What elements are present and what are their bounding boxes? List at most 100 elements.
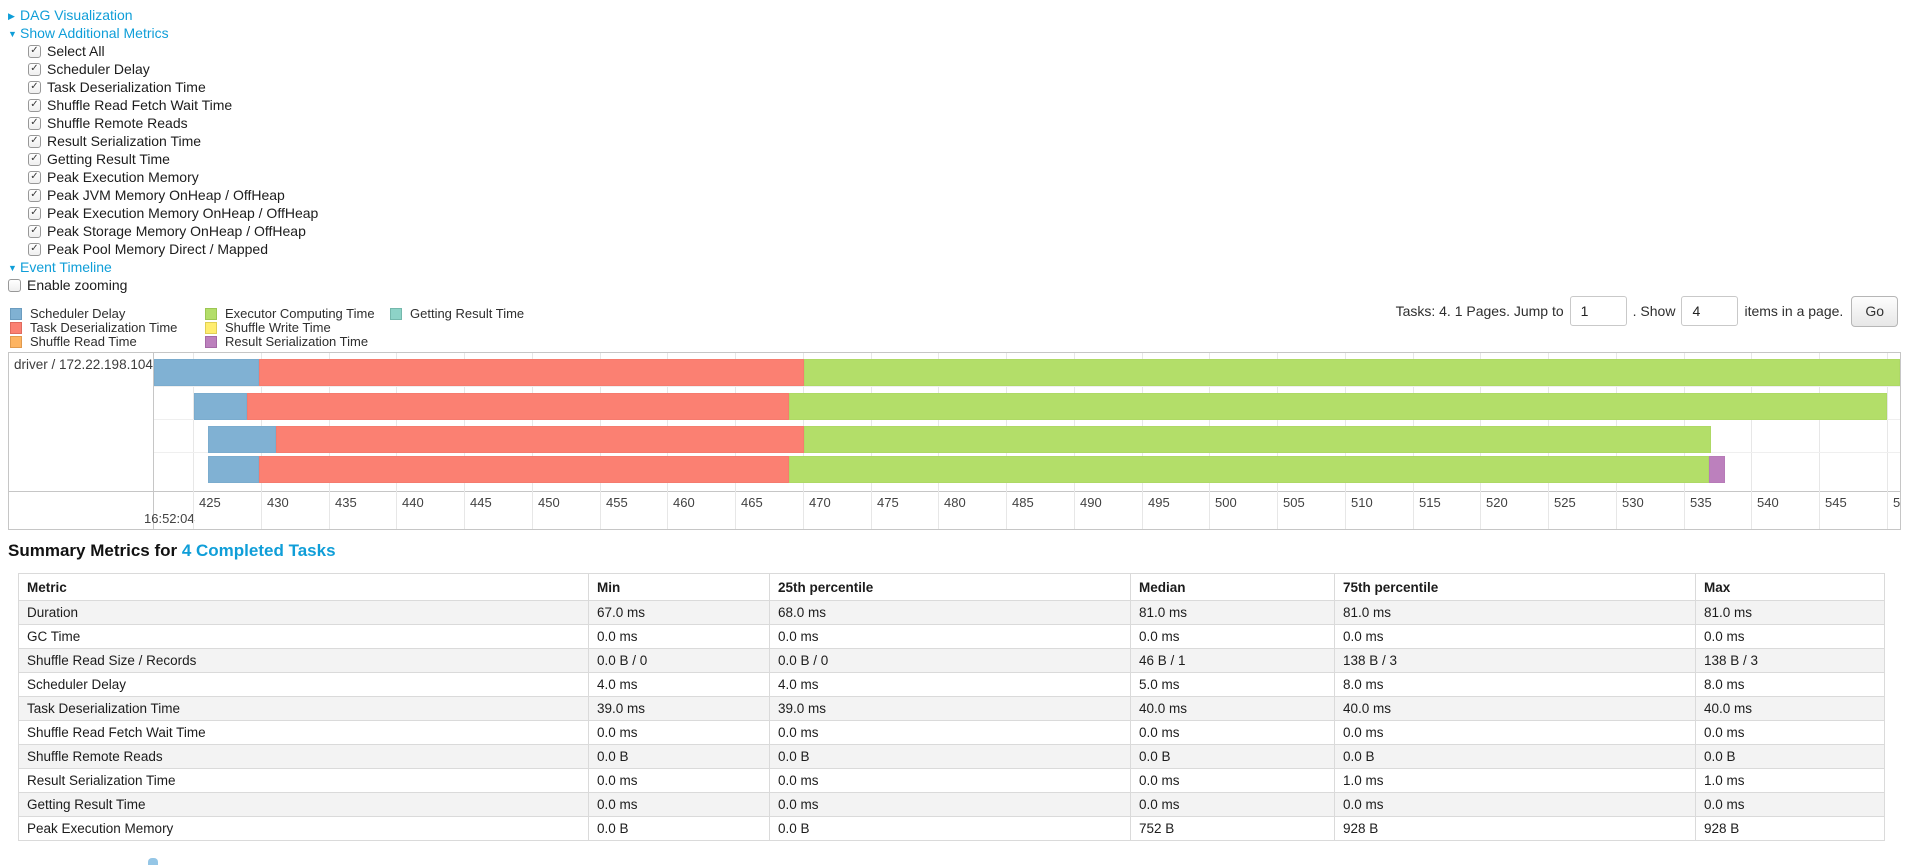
metric-value-cell: 81.0 ms (1130, 600, 1335, 625)
x-tick-label: 455 (606, 495, 628, 510)
metric-checkbox[interactable]: ✓ (28, 224, 41, 238)
metric-value-cell: 0.0 ms (588, 720, 770, 745)
metric-checkbox[interactable]: ✓ (28, 188, 41, 202)
summary-table-row: Shuffle Read Size / Records 0.0 B / 0 0.0 … (18, 648, 1885, 673)
x-gridline (1751, 353, 1752, 529)
legend-label: Task Deserialization Time (30, 320, 178, 335)
metric-checkbox-label: Peak Execution Memory (47, 169, 199, 185)
completed-tasks-link[interactable]: 4 Completed Tasks (181, 541, 336, 560)
event-timeline-toggle[interactable]: ▼ Event Timeline (8, 258, 318, 276)
x-tick-label: 545 (1825, 495, 1847, 510)
items-per-page-input[interactable] (1681, 296, 1739, 326)
metric-value-cell: 4.0 ms (588, 672, 770, 697)
legend-swatch-icon (390, 307, 402, 320)
metric-checkbox[interactable]: ✓ (28, 242, 41, 256)
metric-checkbox-label: Task Deserialization Time (47, 79, 206, 95)
event-timeline-plot: driver / 172.22.198.104 16:52:04 425 430 4… (9, 353, 1900, 529)
metric-value-cell: 0.0 ms (1695, 720, 1885, 745)
x-axis-line (9, 491, 1900, 492)
legend-entry: Task Deserialization Time (10, 320, 178, 335)
jump-to-page-input[interactable] (1569, 296, 1627, 326)
metric-value-cell: 67.0 ms (588, 600, 770, 625)
metric-checkbox[interactable]: ✓ (28, 44, 41, 58)
metric-value-cell: 0.0 ms (588, 792, 770, 817)
summary-table-row: Task Deserialization Time 39.0 ms 39.0 ms 4… (18, 696, 1885, 721)
metric-name-cell: Shuffle Remote Reads (18, 744, 589, 769)
legend-label: Scheduler Delay (30, 306, 126, 321)
legend-label: Executor Computing Time (225, 306, 375, 321)
task-bar-segment-result-serialization (1709, 456, 1726, 483)
enable-zooming-checkbox[interactable] (8, 278, 21, 292)
legend-label: Shuffle Write Time (225, 320, 331, 335)
task-bar-segment-scheduler-delay (194, 393, 248, 420)
metric-checkbox[interactable]: ✓ (28, 134, 41, 148)
summary-table-row: Peak Execution Memory 0.0 B 0.0 B 752 B 928 … (18, 816, 1885, 841)
event-timeline-link[interactable]: Event Timeline (20, 259, 112, 275)
metric-checkbox-row: ✓ Scheduler Delay (8, 60, 318, 78)
summary-col-header: Median (1130, 573, 1335, 601)
metric-checkbox[interactable]: ✓ (28, 170, 41, 184)
metric-name-cell: Shuffle Read Fetch Wait Time (18, 720, 589, 745)
go-button[interactable]: Go (1851, 295, 1898, 327)
dag-visualization-toggle[interactable]: ▶ DAG Visualization (8, 6, 318, 24)
summary-col-header: Max (1695, 573, 1885, 601)
task-bar-segment-executor-computing (789, 456, 1710, 483)
metric-checkbox-label: Peak Pool Memory Direct / Mapped (47, 241, 268, 257)
show-additional-metrics-link[interactable]: Show Additional Metrics (20, 25, 169, 41)
legend-entry: Executor Computing Time (205, 306, 375, 321)
metric-checkbox-row: ✓ Select All (8, 42, 318, 60)
x-tick-label: 470 (809, 495, 831, 510)
metric-value-cell: 0.0 ms (1334, 624, 1696, 649)
metric-value-cell: 0.0 ms (769, 624, 1131, 649)
x-tick-label: 505 (1283, 495, 1305, 510)
task-bar-segment-task-deserialization (259, 359, 805, 386)
summary-table-header-row: Metric Min 25th percentile Median 75th perce… (18, 573, 1885, 601)
metric-checkbox[interactable]: ✓ (28, 152, 41, 166)
metric-value-cell: 0.0 B (769, 744, 1131, 769)
metric-value-cell: 1.0 ms (1695, 768, 1885, 793)
metric-value-cell: 0.0 B (1130, 744, 1335, 769)
x-tick-label: 425 (199, 495, 221, 510)
x-gridline (1887, 353, 1888, 529)
legend-entry: Getting Result Time (390, 306, 524, 321)
x-tick-label: 440 (402, 495, 424, 510)
metric-value-cell: 0.0 ms (588, 624, 770, 649)
metric-value-cell: 8.0 ms (1334, 672, 1696, 697)
metric-checkbox-label: Select All (47, 43, 105, 59)
summary-col-header: 25th percentile (769, 573, 1131, 601)
metric-checkbox[interactable]: ✓ (28, 62, 41, 76)
x-tick-label: 535 (1690, 495, 1712, 510)
x-tick-label: 445 (470, 495, 492, 510)
metric-value-cell: 0.0 ms (1695, 792, 1885, 817)
x-tick-label: 435 (335, 495, 357, 510)
x-tick-label: 475 (877, 495, 899, 510)
x-tick-label: 465 (741, 495, 763, 510)
task-bar-segment-scheduler-delay (207, 426, 276, 453)
event-timeline-chart: driver / 172.22.198.104 16:52:04 425 430 4… (8, 352, 1901, 530)
x-tick-label: 525 (1554, 495, 1576, 510)
metric-checkbox-row: ✓ Peak JVM Memory OnHeap / OffHeap (8, 186, 318, 204)
x-tick-label: 520 (1486, 495, 1508, 510)
metric-name-cell: GC Time (18, 624, 589, 649)
metric-checkbox-row: ✓ Task Deserialization Time (8, 78, 318, 96)
metric-checkbox[interactable]: ✓ (28, 98, 41, 112)
show-additional-metrics-toggle[interactable]: ▼ Show Additional Metrics (8, 24, 318, 42)
x-tick-label: 485 (1012, 495, 1034, 510)
dag-visualization-link[interactable]: DAG Visualization (20, 7, 133, 23)
task-bar-segment-task-deserialization (259, 456, 790, 483)
x-tick-label: 460 (673, 495, 695, 510)
metric-checkbox-label: Scheduler Delay (47, 61, 150, 77)
metric-checkbox[interactable]: ✓ (28, 80, 41, 94)
metric-checkbox[interactable]: ✓ (28, 116, 41, 130)
metric-checkbox[interactable]: ✓ (28, 206, 41, 220)
metric-checkbox-row: ✓ Peak Pool Memory Direct / Mapped (8, 240, 318, 258)
enable-zooming-row: Enable zooming (8, 276, 318, 294)
metric-value-cell: 0.0 B (769, 816, 1131, 841)
summary-table-row: Shuffle Remote Reads 0.0 B 0.0 B 0.0 B 0.0 B… (18, 744, 1885, 769)
x-tick-label: 495 (1148, 495, 1170, 510)
summary-table-row: GC Time 0.0 ms 0.0 ms 0.0 ms 0.0 ms 0.0 ms (18, 624, 1885, 649)
caret-down-icon: ▼ (8, 263, 17, 273)
legend-swatch-icon (10, 335, 22, 348)
metric-checkbox-label: Peak Storage Memory OnHeap / OffHeap (47, 223, 306, 239)
metric-value-cell: 0.0 B (588, 816, 770, 841)
